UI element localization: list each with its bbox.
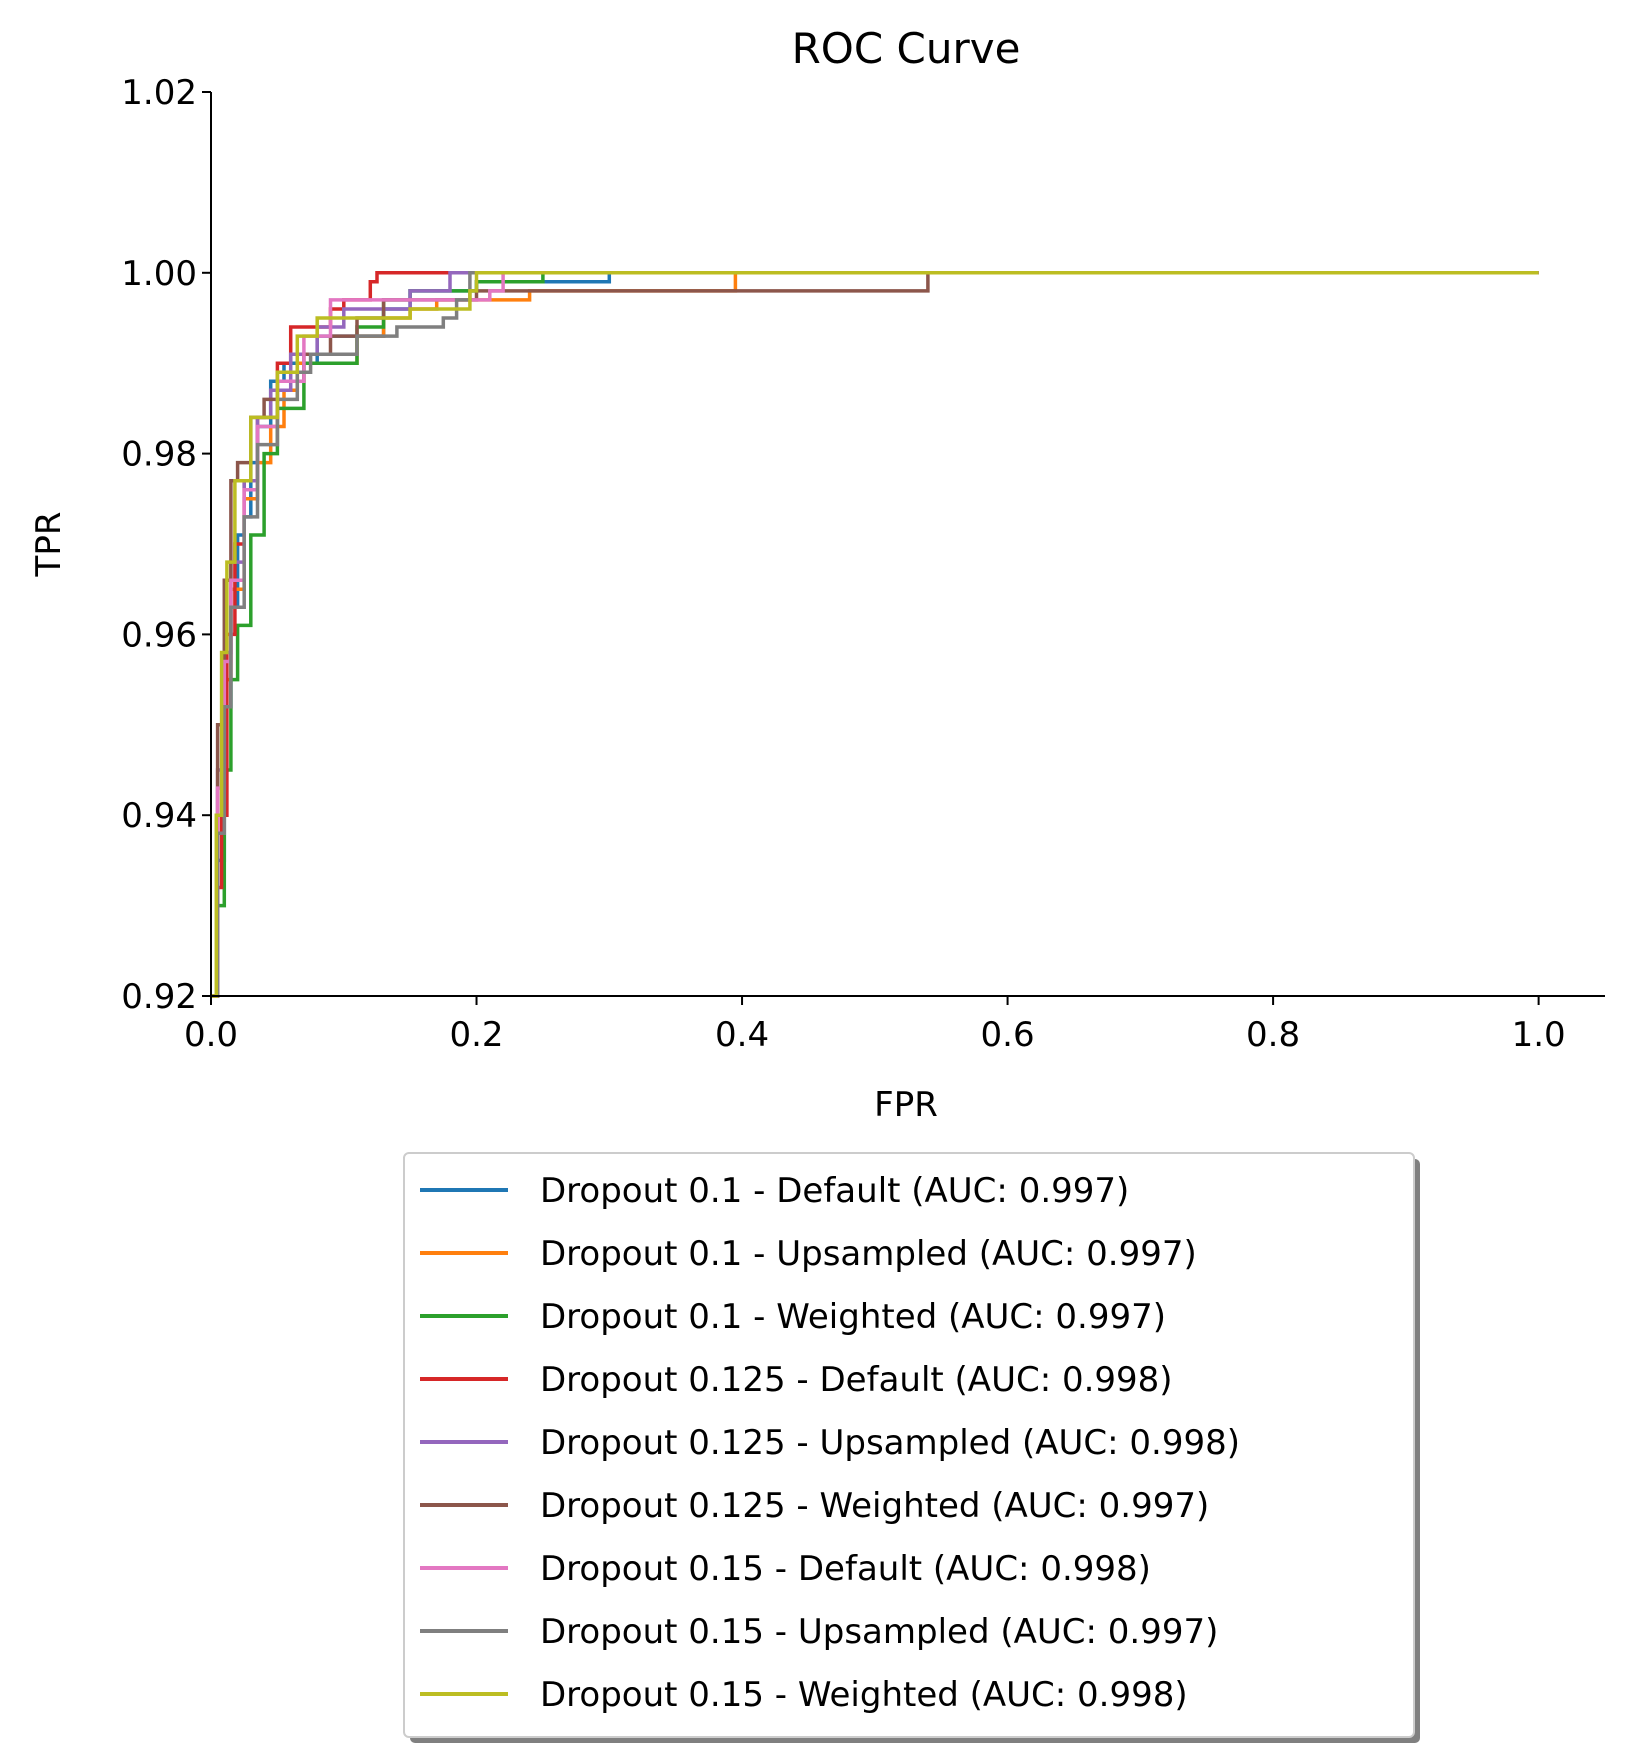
series-line-6 xyxy=(211,271,1539,998)
x-axis-label: FPR xyxy=(874,1085,938,1125)
x-tick-label: 0.2 xyxy=(449,1015,503,1055)
legend-label: Dropout 0.15 - Weighted (AUC: 0.998) xyxy=(540,1675,1188,1715)
legend-label: Dropout 0.1 - Default (AUC: 0.997) xyxy=(540,1171,1129,1211)
series-line-8 xyxy=(211,271,1539,998)
x-tick-label: 0.4 xyxy=(715,1015,769,1055)
legend-frame xyxy=(403,1152,1415,1738)
chart-title: ROC Curve xyxy=(792,24,1021,73)
legend-label: Dropout 0.1 - Upsampled (AUC: 0.997) xyxy=(540,1234,1197,1274)
legend-label: Dropout 0.1 - Weighted (AUC: 0.997) xyxy=(540,1297,1166,1337)
y-tick-label: 0.98 xyxy=(121,435,197,475)
series-line-9 xyxy=(211,271,1539,998)
x-axis-ticks: 0.0 0.2 0.4 0.6 0.8 1.0 xyxy=(184,996,1566,1055)
x-tick-label: 0.8 xyxy=(1246,1015,1300,1055)
legend-items: Dropout 0.1 - Default (AUC: 0.997) Dropou… xyxy=(420,1171,1240,1715)
series-lines xyxy=(211,271,1539,998)
plot-area: 0.0 0.2 0.4 0.6 0.8 1.0 0.92 0.94 0.96 0.98 1.00 1… xyxy=(121,73,1605,1055)
legend-label: Dropout 0.15 - Default (AUC: 0.998) xyxy=(540,1549,1151,1589)
legend: Dropout 0.1 - Default (AUC: 0.997) Dropou… xyxy=(403,1152,1420,1743)
legend-label: Dropout 0.15 - Upsampled (AUC: 0.997) xyxy=(540,1612,1218,1652)
x-tick-label: 0.6 xyxy=(981,1015,1035,1055)
y-tick-label: 1.00 xyxy=(121,254,197,294)
series-line-4 xyxy=(211,271,1539,998)
y-tick-label: 0.94 xyxy=(121,796,197,836)
series-line-3 xyxy=(211,271,1539,998)
legend-label: Dropout 0.125 - Default (AUC: 0.998) xyxy=(540,1360,1173,1400)
y-axis-label: TPR xyxy=(29,512,69,578)
y-tick-label: 0.96 xyxy=(121,615,197,655)
series-line-1 xyxy=(211,271,1539,998)
series-line-2 xyxy=(211,271,1539,998)
series-line-7 xyxy=(211,271,1539,998)
y-tick-label: 1.02 xyxy=(121,73,197,113)
y-tick-label: 0.92 xyxy=(121,977,197,1017)
legend-label: Dropout 0.125 - Weighted (AUC: 0.997) xyxy=(540,1486,1209,1526)
series-line-5 xyxy=(211,271,1539,998)
x-tick-label: 0.0 xyxy=(184,1015,238,1055)
x-tick-label: 1.0 xyxy=(1512,1015,1566,1055)
y-axis-ticks: 0.92 0.94 0.96 0.98 1.00 1.02 xyxy=(121,73,211,1017)
legend-label: Dropout 0.125 - Upsampled (AUC: 0.998) xyxy=(540,1423,1240,1463)
